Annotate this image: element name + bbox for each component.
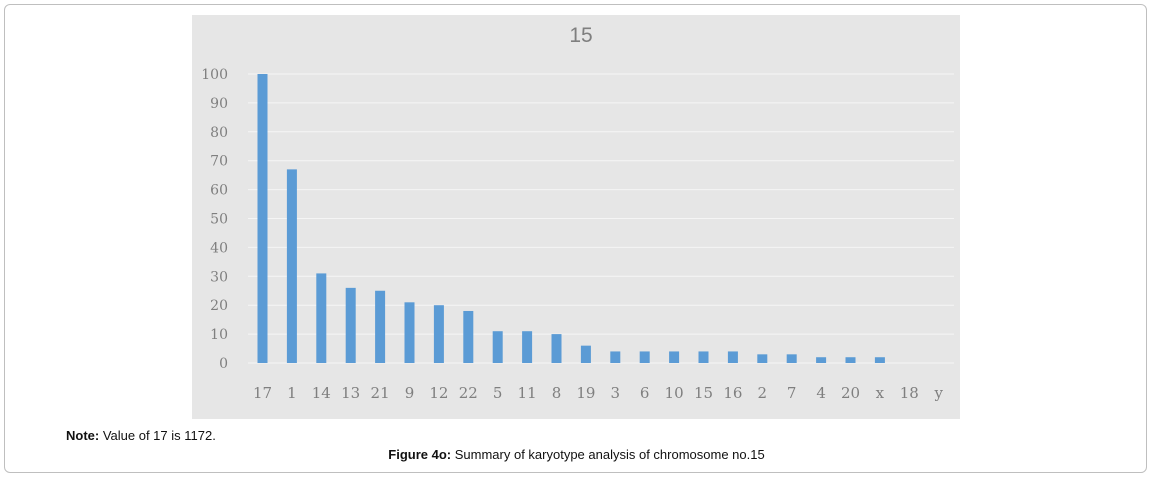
x-tick-label: 8 [552, 384, 562, 402]
x-tick-label: 20 [841, 384, 860, 402]
bar-5 [492, 331, 503, 363]
bar-15 [698, 351, 709, 363]
bar-6 [639, 351, 650, 363]
x-tick-label: 19 [576, 384, 595, 402]
bar-20 [845, 357, 856, 363]
bar-3 [610, 351, 621, 363]
bars [257, 74, 885, 363]
y-tick-label: 90 [210, 96, 228, 112]
bar-12 [433, 305, 444, 363]
y-tick-label: 0 [219, 356, 228, 372]
bar-11 [522, 331, 533, 363]
x-tick-label: x [876, 384, 885, 402]
x-tick-label: 6 [640, 384, 650, 402]
note-label: Note: [66, 428, 100, 443]
figure-note: Note: Value of 17 is 1172. [66, 428, 216, 443]
y-tick-label: 40 [210, 240, 228, 256]
y-tick-label: 10 [210, 327, 228, 343]
x-tick-label: 14 [312, 384, 331, 402]
bar-14 [316, 273, 327, 363]
x-tick-label: 2 [758, 384, 768, 402]
x-tick-label: 5 [493, 384, 503, 402]
bar-13 [345, 287, 356, 363]
x-tick-label: 15 [694, 384, 713, 402]
x-tick-label: 10 [665, 384, 684, 402]
x-axis-ticks: 17 1 14 13 21 9 12 22 5 11 8 19 3 6 10 15 16 2 7 4 20 x 18 y [253, 384, 944, 402]
x-tick-label: 12 [429, 384, 448, 402]
bar-21 [375, 290, 386, 363]
y-tick-label: 80 [210, 125, 228, 141]
bar-22 [463, 310, 474, 363]
chart-title: 15 [569, 24, 592, 47]
bar-7 [786, 354, 797, 363]
bar-1 [286, 169, 297, 363]
x-tick-label: 1 [287, 384, 297, 402]
chart-area: 15 0 10 20 30 40 50 60 70 80 90 100 17 1 14 13 21 9 12 22… [192, 15, 960, 419]
x-tick-label: y [933, 384, 943, 402]
bar-4 [816, 357, 827, 363]
y-tick-label: 70 [210, 154, 228, 170]
y-tick-label: 20 [210, 298, 228, 314]
bar-x [874, 357, 885, 363]
bar-10 [669, 351, 680, 363]
x-tick-label: 9 [405, 384, 415, 402]
x-tick-label: 17 [253, 384, 272, 402]
x-tick-label: 7 [787, 384, 797, 402]
x-tick-label: 13 [341, 384, 360, 402]
bar-16 [727, 351, 738, 363]
bar-8 [551, 334, 562, 363]
bar-17 [257, 74, 268, 363]
x-tick-label: 22 [459, 384, 478, 402]
gridlines [248, 73, 954, 364]
note-text: Value of 17 is 1172. [99, 428, 216, 443]
figure-caption: Figure 4o: Summary of karyotype analysis… [0, 447, 1153, 462]
bar-2 [757, 354, 768, 363]
y-tick-label: 60 [210, 183, 228, 199]
x-tick-label: 21 [371, 384, 390, 402]
y-axis-ticks: 0 10 20 30 40 50 60 70 80 90 100 [201, 67, 228, 372]
x-tick-label: 4 [816, 384, 826, 402]
y-tick-label: 100 [201, 67, 228, 83]
y-tick-label: 30 [210, 269, 228, 285]
caption-label: Figure 4o: [388, 447, 452, 462]
caption-text: Summary of karyotype analysis of chromos… [451, 447, 765, 462]
x-tick-label: 18 [900, 384, 919, 402]
bar-19 [580, 345, 591, 363]
x-tick-label: 11 [518, 384, 537, 402]
bar-9 [404, 302, 415, 363]
y-tick-label: 50 [210, 212, 228, 228]
x-tick-label: 3 [611, 384, 621, 402]
x-tick-label: 16 [723, 384, 742, 402]
